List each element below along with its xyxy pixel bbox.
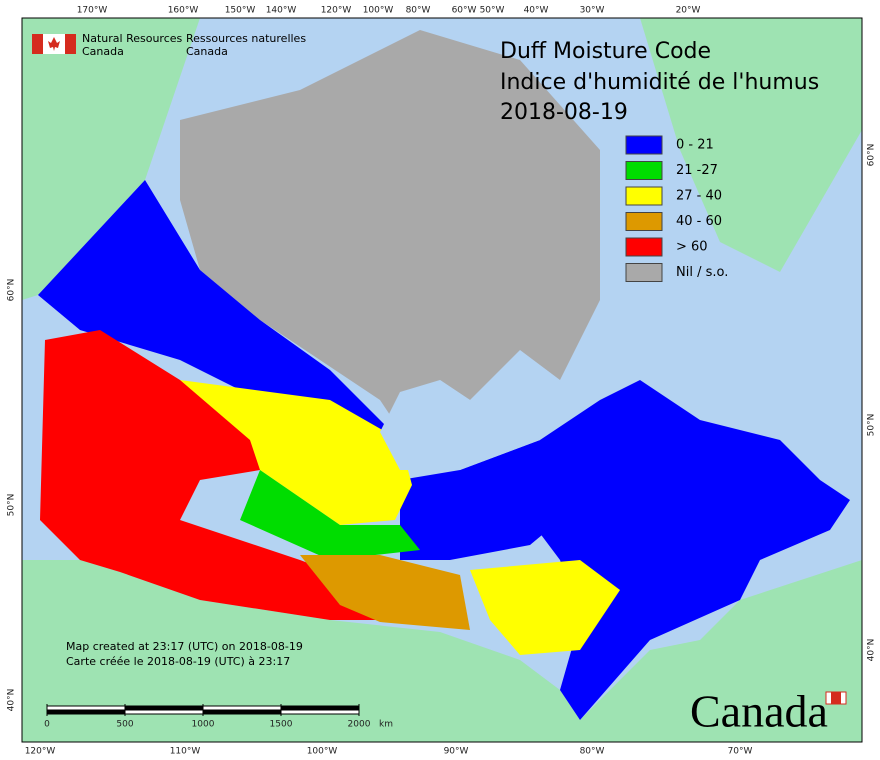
legend-label: 40 - 60 <box>676 214 722 229</box>
date: 2018-08-19 <box>500 100 628 125</box>
longitude-label: 50°W <box>480 6 505 16</box>
longitude-label: 80°W <box>406 6 431 16</box>
longitude-label: 40°W <box>524 6 549 16</box>
maple-leaf <box>48 37 60 51</box>
wordmark-flag <box>831 692 841 704</box>
prairie-green <box>240 470 420 560</box>
legend-label: 27 - 40 <box>676 189 722 204</box>
longitude-label: 100°W <box>363 6 394 16</box>
footer-en: Map created at 23:17 (UTC) on 2018-08-19 <box>66 640 303 653</box>
footer-fr: Carte créée le 2018-08-19 (UTC) à 23:17 <box>66 655 290 668</box>
scale-segment <box>124 709 204 715</box>
scale-segment <box>202 709 282 715</box>
legend-swatch <box>625 161 663 180</box>
prairie-yellow <box>180 380 412 525</box>
latitude-label: 50°N <box>7 494 17 517</box>
scale-segment <box>46 709 126 715</box>
latitude-label: 60°N <box>7 279 17 302</box>
greenland <box>640 18 862 272</box>
scale-segment <box>124 705 204 711</box>
flag-bar <box>32 34 43 54</box>
longitude-label: 80°W <box>580 747 605 757</box>
agency-fr: Canada <box>186 45 228 58</box>
flag-bar <box>65 34 76 54</box>
scale-segment <box>46 705 126 711</box>
legend-label: > 60 <box>676 240 708 255</box>
longitude-label: 100°W <box>307 747 338 757</box>
east-yellow <box>470 560 620 655</box>
longitude-label: 70°W <box>728 747 753 757</box>
scale-segment <box>202 705 282 711</box>
territories <box>38 180 385 432</box>
legend-label: 0 - 21 <box>676 138 714 153</box>
legend-swatch <box>625 212 663 231</box>
quebec <box>530 380 850 720</box>
scale-label: 500 <box>116 720 133 730</box>
west-red <box>40 330 380 620</box>
scale-label: 1000 <box>192 720 215 730</box>
longitude-label: 120°W <box>321 6 352 16</box>
legend-swatch <box>625 186 663 206</box>
hudson-bay <box>380 380 540 470</box>
ontario <box>400 440 560 560</box>
legend-swatch <box>625 263 663 282</box>
usa <box>22 560 862 742</box>
legend-swatch <box>625 135 663 155</box>
latitude-label: 50°N <box>867 414 877 437</box>
scale-segment <box>280 709 360 715</box>
alaska <box>22 18 200 300</box>
scale-label: 0 <box>44 720 50 730</box>
longitude-label: 20°W <box>676 6 701 16</box>
latitude-label: 40°N <box>867 639 877 662</box>
longitude-label: 120°W <box>25 747 56 757</box>
title: Indice d'humidité de l'humus <box>500 70 819 95</box>
scale-label: 1500 <box>270 720 293 730</box>
generated: 0 - 21 21 -27 27 - 40 40 - 60 > 60 Nil / s.o.… <box>7 6 877 757</box>
longitude-label: 60°W <box>452 6 477 16</box>
legend-label: Nil / s.o. <box>676 265 728 280</box>
wordmark: Canada <box>690 686 828 737</box>
longitude-label: 90°W <box>444 747 469 757</box>
legend-label: 21 -27 <box>676 163 718 178</box>
longitude-label: 140°W <box>266 6 297 16</box>
frame <box>21 17 863 743</box>
agency-en: Canada <box>82 45 124 58</box>
longitude-label: 170°W <box>77 6 108 16</box>
scale-label: 2000 <box>348 720 371 730</box>
longitude-label: 160°W <box>168 6 199 16</box>
title: Duff Moisture Code <box>500 39 711 64</box>
latitude-label: 60°N <box>867 144 877 167</box>
south-orange <box>300 555 470 630</box>
scale-unit: km <box>379 720 393 730</box>
legend-swatch <box>625 237 663 257</box>
longitude-label: 30°W <box>580 6 605 16</box>
latitude-label: 40°N <box>7 689 17 712</box>
longitude-label: 150°W <box>225 6 256 16</box>
longitude-label: 110°W <box>170 747 201 757</box>
scale-segment <box>280 705 360 711</box>
agency-fr: Ressources naturelles <box>186 32 306 45</box>
arctic-nil <box>180 30 600 430</box>
agency-en: Natural Resources <box>82 32 183 45</box>
